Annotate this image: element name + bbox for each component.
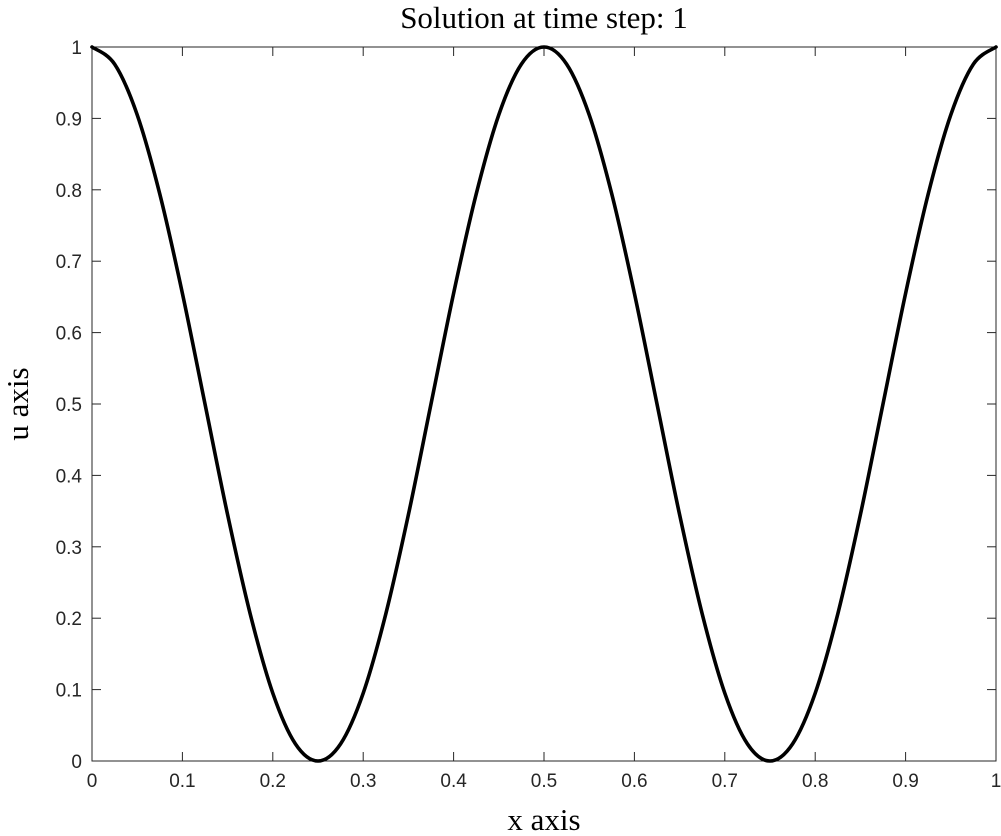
- y-tick-label: 0.7: [56, 252, 82, 273]
- x-tick-label: 0.5: [531, 771, 557, 792]
- x-tick-label: 0.6: [621, 771, 647, 792]
- y-axis-label: u axis: [0, 367, 35, 440]
- y-tick-label: 0.1: [56, 681, 82, 702]
- y-tick-label: 0: [71, 752, 82, 773]
- x-tick-label: 0.7: [712, 771, 738, 792]
- x-tick-label: 0.3: [350, 771, 376, 792]
- y-tick-label: 0.6: [56, 324, 82, 345]
- y-tick-label: 1: [71, 38, 82, 59]
- y-tick-label: 0.2: [56, 609, 82, 630]
- series-line: [90, 45, 998, 763]
- y-tick-labels: 0 0.1 0.2 0.3 0.4 0.5 0.6 0.7 0.8 0.9 1: [56, 38, 83, 773]
- y-tick-label: 0.3: [56, 538, 82, 559]
- x-tick-label: 0.4: [440, 771, 467, 792]
- x-tick-labels: 0 0.1 0.2 0.3 0.4 0.5 0.6 0.7 0.8 0.9 1: [87, 771, 1001, 792]
- y-tick-label: 0.9: [56, 109, 82, 130]
- x-tick-label: 0.9: [892, 771, 918, 792]
- chart-title: Solution at time step: 1: [400, 0, 688, 35]
- y-tick-label: 0.4: [56, 466, 83, 487]
- x-tick-label: 0.2: [260, 771, 286, 792]
- x-tick-label: 0.1: [169, 771, 195, 792]
- x-axis-label: x axis: [507, 802, 580, 836]
- x-tick-label: 1: [991, 771, 1001, 792]
- y-tick-label: 0.8: [56, 181, 82, 202]
- x-tick-label: 0: [87, 771, 98, 792]
- x-tick-label: 0.8: [802, 771, 828, 792]
- y-tick-label: 0.5: [56, 395, 82, 416]
